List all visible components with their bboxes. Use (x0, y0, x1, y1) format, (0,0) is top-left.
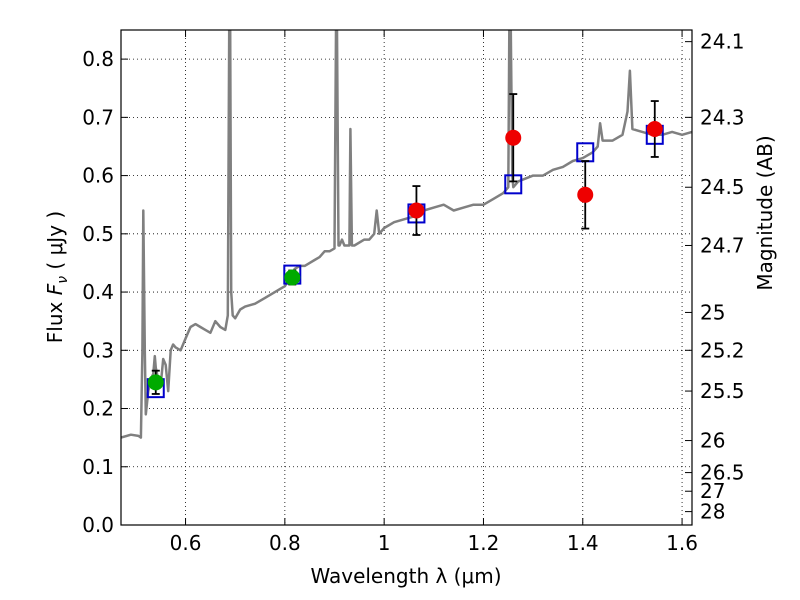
y-axis-label-right: Magnitude (AB) (753, 135, 777, 290)
plot-data (121, 30, 692, 439)
y-axis-label-left: Flux Fν ( μJy ) (43, 211, 71, 343)
y-tick-label: 0.5 (82, 222, 114, 246)
x-tick-label: 0.8 (269, 531, 301, 555)
y-tick-label: 0.8 (82, 47, 114, 71)
observed-photometry-point (408, 202, 425, 219)
y-tick-label: 0.1 (82, 455, 114, 479)
right-tick-label: 26.5 (700, 461, 745, 485)
x-axis-ticks: 0.6 0.8 1 1.2 1.4 1.6 (170, 30, 698, 555)
y-axis-label-prefix: Flux (43, 295, 67, 343)
x-tick-label: 1 (378, 531, 391, 555)
x-axis-label: Wavelength λ (μm) (310, 564, 501, 588)
right-tick-label: 25.2 (700, 338, 745, 362)
y-tick-label: 0.2 (82, 397, 114, 421)
observed-photometry-point (284, 269, 301, 286)
y-axis-label-subscript: ν (55, 276, 71, 284)
y-axis-ticks: 0.0 0.1 0.2 0.3 0.4 0.5 0.6 0.7 0.8 (82, 47, 128, 537)
observed-photometry-point (646, 121, 663, 137)
grid (121, 30, 692, 526)
y-axis-label-unit: ( μJy ) (43, 211, 67, 276)
right-tick-label: 25.5 (700, 379, 745, 403)
observed-photometry-point (505, 129, 522, 146)
y-tick-label: 0.6 (82, 164, 114, 188)
right-tick-label: 24.3 (700, 105, 745, 129)
y-axis-label-symbol: F (43, 283, 67, 295)
y-tick-label: 0.0 (82, 513, 114, 537)
observed-photometry-point (147, 374, 164, 391)
y-tick-label: 0.7 (82, 105, 114, 129)
y-tick-label: 0.4 (82, 280, 114, 304)
plot-frame (120, 29, 693, 526)
observed-photometry-point (577, 186, 594, 203)
right-tick-label: 24.1 (700, 30, 745, 54)
right-tick-label: 26 (700, 429, 725, 453)
x-tick-label: 1.6 (666, 531, 698, 555)
right-tick-label: 25 (700, 300, 725, 324)
x-tick-label: 1.4 (567, 531, 599, 555)
right-tick-label: 24.5 (700, 175, 745, 199)
x-tick-label: 1.2 (468, 531, 500, 555)
right-tick-label: 24.7 (700, 233, 745, 257)
right-tick-label: 27 (700, 479, 725, 503)
y-tick-label: 0.3 (82, 338, 114, 362)
spectrum-line (121, 30, 692, 439)
x-tick-label: 0.6 (170, 531, 202, 555)
right-tick-label: 28 (700, 500, 725, 524)
